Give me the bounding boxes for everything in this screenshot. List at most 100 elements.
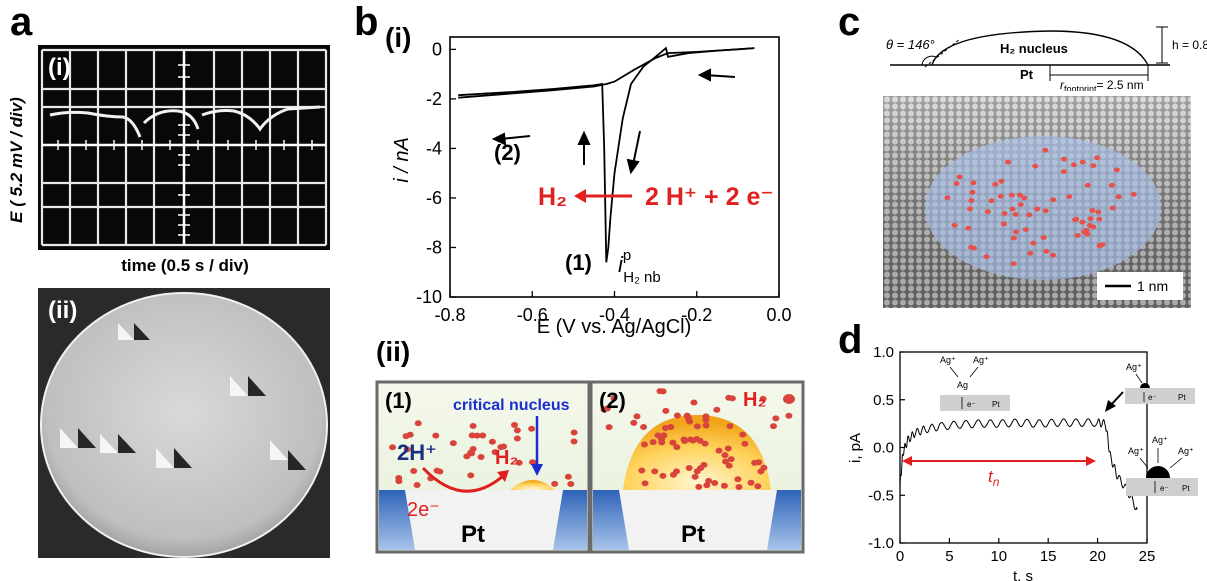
cv-marker-2: (2) — [494, 140, 521, 165]
h2-molecule-sim — [1130, 191, 1137, 197]
h2-molecule-sim — [1073, 216, 1080, 222]
h2-molecule — [479, 432, 487, 439]
h2-molecule-sim — [953, 181, 960, 186]
h2-molecule — [735, 484, 743, 491]
h2-molecule — [711, 480, 719, 487]
inset-small-nucleus: Ag⁺ e⁻ Pt — [1125, 362, 1195, 404]
h2-molecule — [734, 476, 742, 483]
h2-molecule-sim — [967, 206, 974, 212]
h2-molecule — [513, 435, 521, 442]
panel-a-y-axis-label: E ( 5.2 mV / div) — [0, 60, 30, 260]
cv-x-tick-label: -0.6 — [517, 305, 548, 325]
cv-series-line-1 — [458, 46, 755, 263]
h2-molecule — [739, 431, 747, 438]
h2-molecule-sim — [1113, 167, 1120, 173]
h2-molecule-sim — [1021, 195, 1028, 201]
panel-letter-b: b — [354, 0, 379, 44]
schematic-step-2: (2) — [599, 388, 626, 413]
h2-molecule — [785, 412, 793, 419]
h2-molecule — [449, 440, 457, 447]
h2-molecule — [673, 468, 681, 475]
h2-molecule-sim — [1089, 208, 1096, 213]
h2-molecule — [769, 423, 777, 430]
h2-molecule-sim — [1090, 163, 1097, 169]
schematic-step-1: (1) — [385, 388, 412, 413]
h2-molecule — [413, 482, 421, 489]
cyclic-voltammogram-chart: -0.8 -0.6 -0.4 -0.2 0.0 0 -2 -4 -6 -8 -10 E (V vs… — [391, 36, 792, 338]
h2-molecule-sim — [983, 254, 990, 260]
panel-letter-a: a — [10, 0, 33, 44]
inset-large-nucleus: Ag⁺ Ag⁺ Ag⁺ e⁻ Pt — [1126, 435, 1198, 496]
h2-molecule-sim — [1043, 248, 1050, 254]
cv-y-tick-label: -8 — [426, 237, 442, 257]
h2-molecule — [564, 473, 572, 480]
h2-molecule-sim — [1087, 216, 1094, 222]
h2-molecule — [600, 406, 608, 413]
panel-b-sub-ii: (ii) — [376, 336, 411, 367]
h2-molecule — [491, 449, 499, 456]
d-x-tick-label: 0 — [896, 548, 904, 565]
h2-molecule-sim — [970, 245, 977, 251]
h2-molecule — [414, 420, 422, 427]
cv-x-tick-label: -0.2 — [681, 305, 712, 325]
cv-y-tick-label: -4 — [426, 138, 442, 158]
h2-molecule — [772, 415, 780, 422]
d-x-tick-label: 10 — [990, 548, 1007, 565]
h2-molecule — [658, 439, 666, 446]
h2-molecule — [701, 440, 709, 447]
h2-molecule — [641, 480, 649, 487]
d-x-tick-label: 20 — [1089, 548, 1106, 565]
h2-molecule — [433, 467, 441, 474]
h2-molecule-sim — [998, 178, 1005, 184]
d-y-axis-label: i, pA — [847, 433, 864, 463]
h2-molecule — [713, 406, 721, 413]
h2-molecule — [638, 467, 646, 474]
h2-molecule-sim — [988, 198, 995, 204]
h2-molecule-sim — [1109, 205, 1116, 211]
h2-molecule-sim — [984, 209, 991, 214]
h2-molecule-sim — [1066, 194, 1073, 200]
h2-molecule-sim — [1096, 216, 1103, 222]
h2-molecule — [755, 459, 763, 466]
panel-a-x-axis-label: time (0.5 s / div) — [121, 256, 249, 275]
h2-molecule-sim — [1042, 147, 1049, 153]
cv-y-tick-label: -2 — [426, 89, 442, 109]
footprint-radius-label: rfootprint= 2.5 nm — [1060, 78, 1144, 91]
h2-legend-dot — [783, 394, 795, 404]
h2-molecule — [630, 419, 638, 426]
h2-molecule-sim — [965, 225, 972, 231]
h2-molecule-sim — [1096, 242, 1103, 248]
h2-molecule-sim — [1042, 208, 1049, 214]
h2-molecule — [728, 395, 736, 402]
h2-molecule — [551, 480, 559, 487]
h2-molecule — [477, 454, 485, 461]
h2-molecule — [697, 465, 705, 472]
nucleation-schematic: (1) (2) critical nucleus 2H⁺ H₂ 2e⁻ Pt P… — [375, 380, 805, 554]
d-x-tick-label: 5 — [945, 548, 953, 565]
svg-text:Ag⁺: Ag⁺ — [1128, 446, 1144, 456]
h2-molecule-sim — [1040, 235, 1047, 241]
h2-molecule — [693, 423, 701, 430]
proton-label: 2H⁺ — [397, 440, 437, 465]
h2-molecule-sim — [1004, 159, 1011, 165]
h2-molecule — [528, 459, 536, 466]
h2-molecule-sim — [969, 189, 976, 195]
h2-molecule — [757, 468, 765, 475]
h2-molecule-sim — [951, 222, 958, 228]
h2-molecule-sim — [992, 181, 999, 187]
h2-molecule — [610, 395, 618, 402]
h2-molecule-sim — [1090, 224, 1097, 230]
peak-current-label: ip H₂ nb — [618, 247, 661, 286]
cv-x-axis-label: E (V vs. Ag/AgCl) — [537, 316, 692, 338]
svg-text:e⁻: e⁻ — [967, 400, 976, 409]
h2-molecule — [724, 445, 732, 452]
h2-molecule — [651, 468, 659, 475]
h2-molecule — [747, 479, 755, 486]
cv-y-tick-label: -6 — [426, 188, 442, 208]
h2-molecule — [432, 432, 440, 439]
h2-product-label: H₂ — [495, 447, 518, 469]
h2-molecule-sim — [1026, 212, 1033, 218]
d-series-line — [899, 418, 1138, 511]
h2-molecule — [702, 413, 710, 420]
h2-molecule — [513, 427, 521, 434]
